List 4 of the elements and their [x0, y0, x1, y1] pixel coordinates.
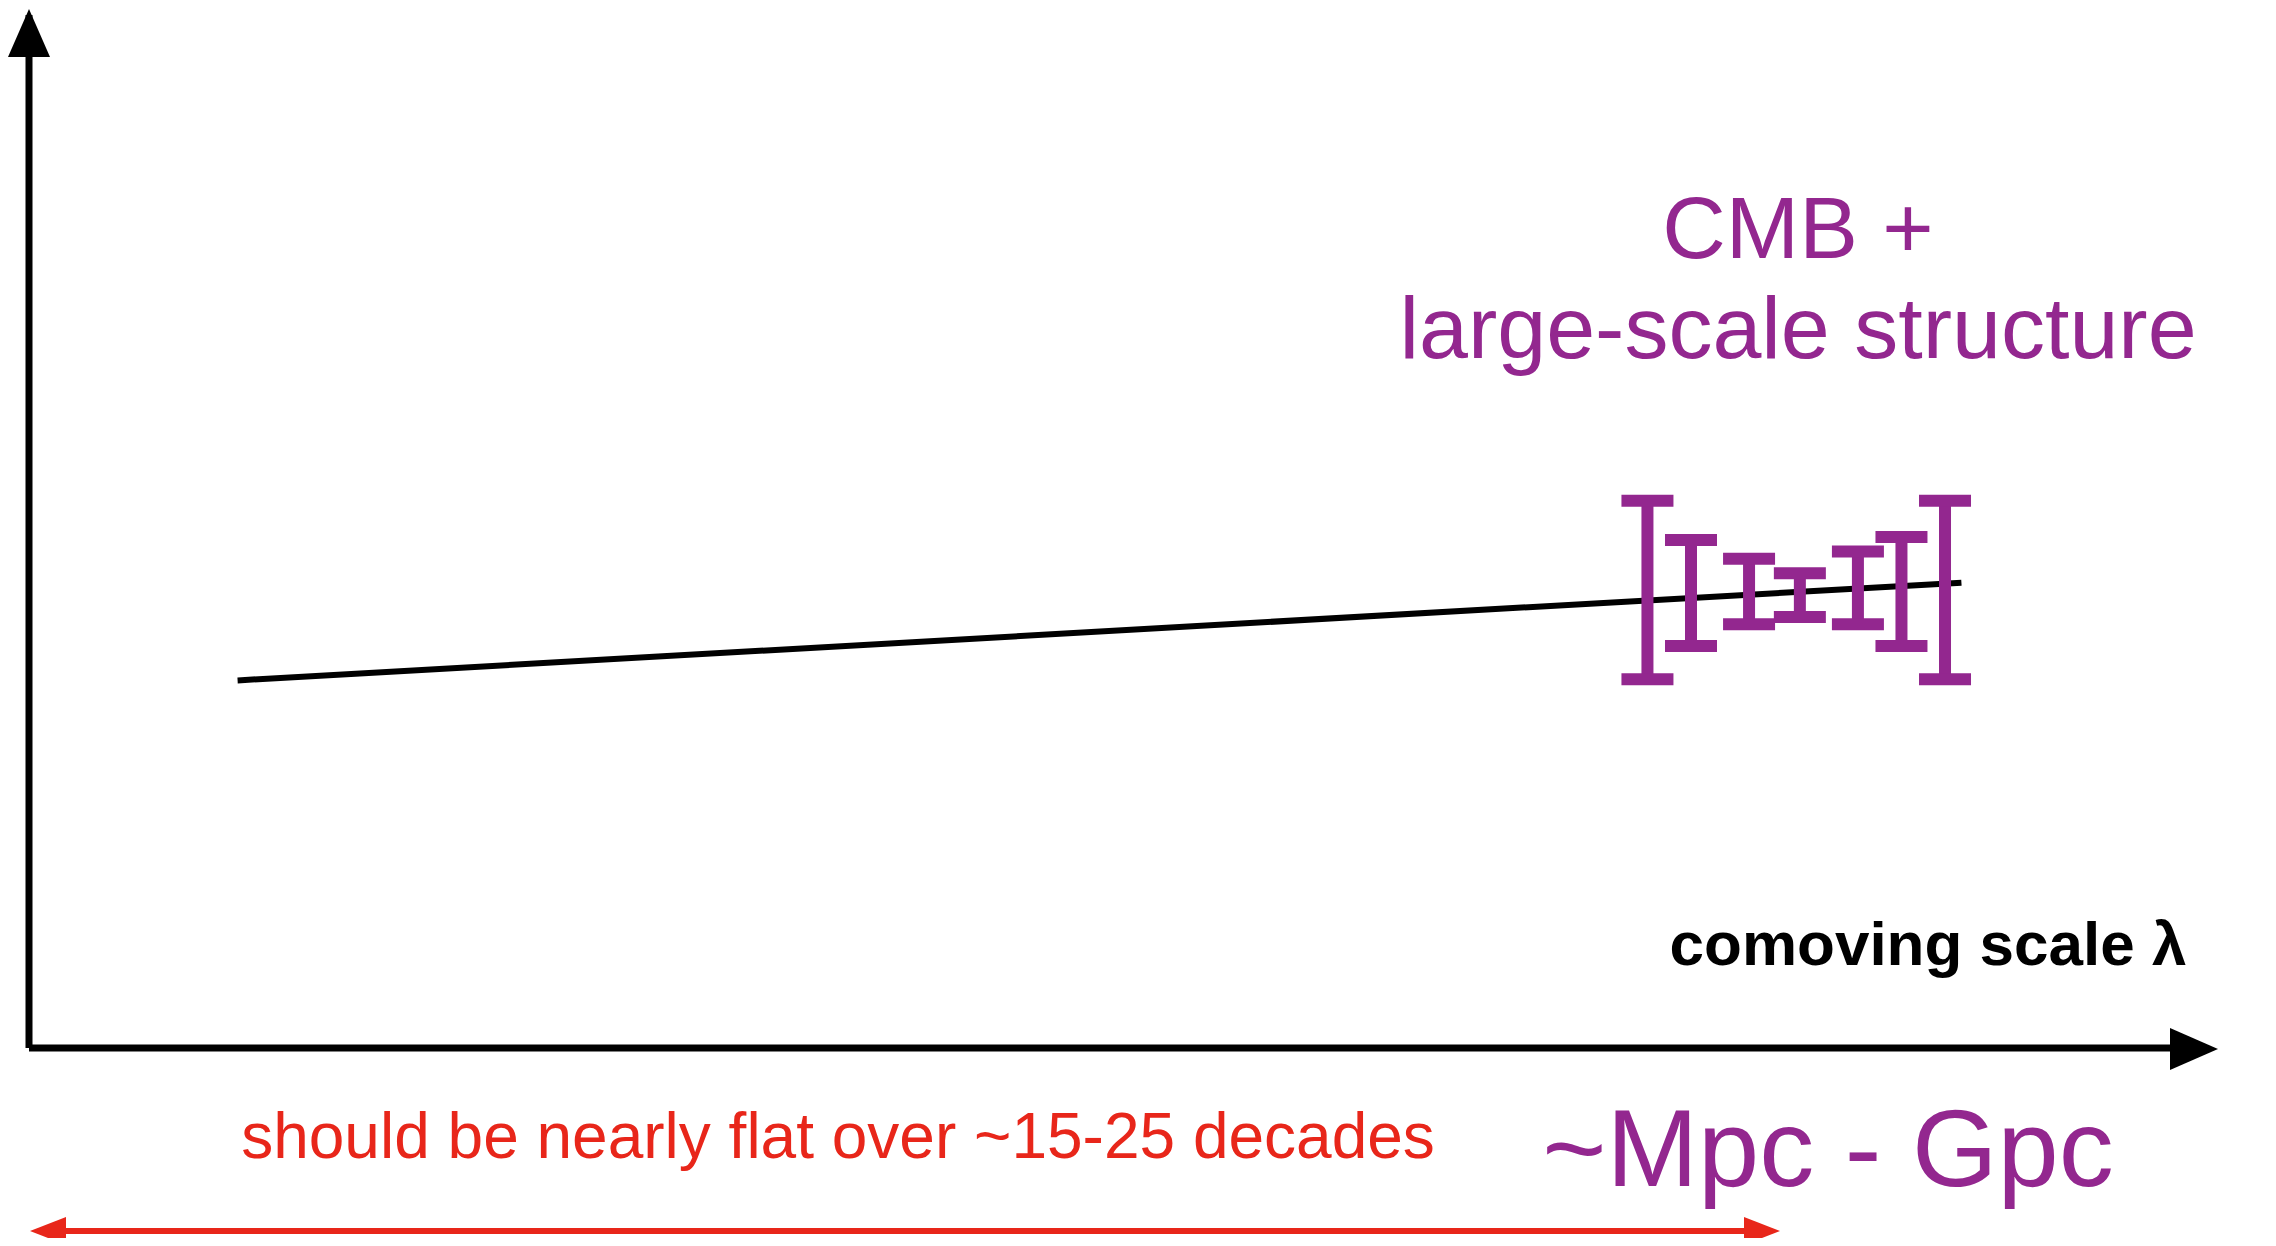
x-axis-title: comoving scale λ [1668, 908, 2188, 979]
text: should be nearly flat over ~15-25 decades [240, 1099, 1436, 1174]
text: ~Mpc - Gpc [1541, 1086, 2115, 1209]
text: CMB + large-scale structure [1398, 178, 2198, 378]
